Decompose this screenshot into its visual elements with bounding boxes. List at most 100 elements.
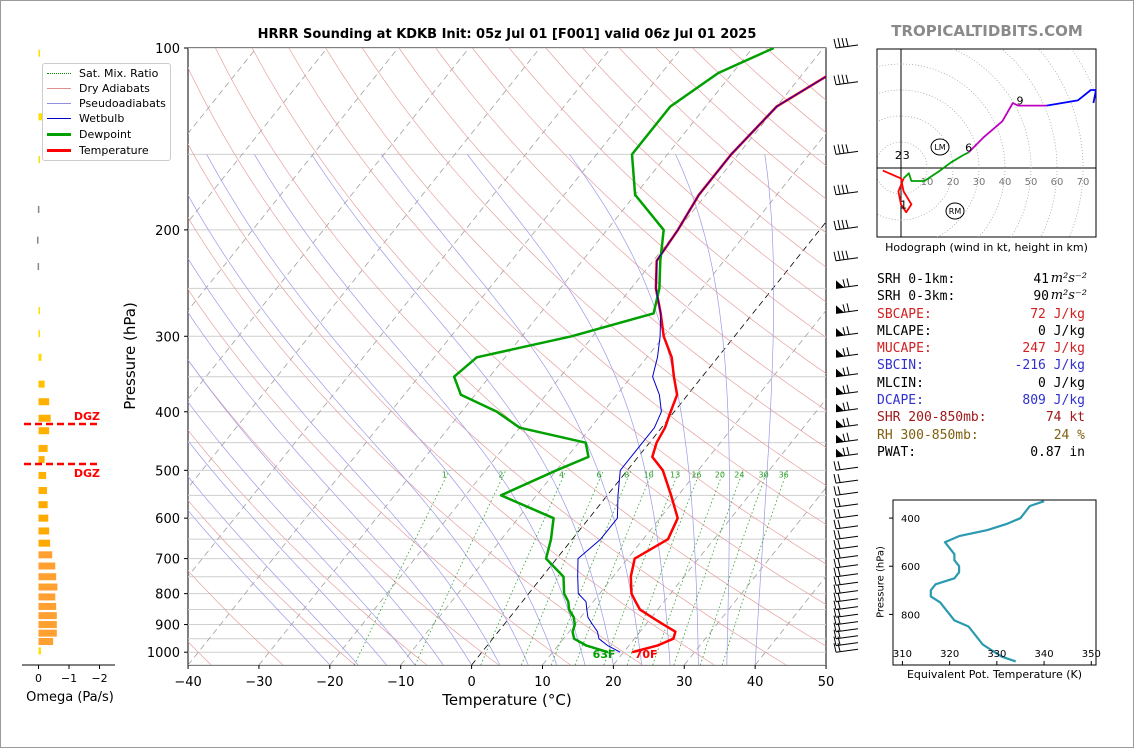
omega-bar [38,380,45,388]
y-tick-label: 300 [155,330,180,345]
wind-barb-shaft [835,525,859,530]
theta-e-x-tick-label: 350 [1082,649,1101,660]
wind-barb-pennant [836,419,844,428]
wind-barb-feather [833,622,837,632]
wind-barb-feather [837,567,841,576]
wind-barb [833,461,859,471]
dry-adiabat-line [288,48,826,565]
hodo-ring [877,141,928,195]
wind-barb-feather [833,497,837,508]
legend-label: Dry Adiabats [79,82,150,95]
index-unit: m²s⁻² [1050,271,1087,286]
wind-barb-pennant [836,280,844,289]
mixing-ratio-line [353,470,450,665]
mixing-ratio-label: 30 [759,471,769,480]
wind-barb-feather [833,473,837,484]
wind-barb-shaft [835,564,859,569]
index-value: 72 J/kg [1030,306,1085,322]
wind-barb-shaft [835,598,859,603]
dry-adiabat-line [251,48,826,605]
dry-adiabat-line [508,48,826,338]
legend-swatch [47,73,71,74]
wind-barb-feather [845,37,849,47]
wind-barb-feather [837,497,841,507]
wind-barb-feather [833,145,837,155]
omega-bar [38,621,57,629]
wind-barb-feather [845,250,849,259]
y-tick-label: 1000 [147,646,180,661]
omega-bar [37,263,40,271]
mixing-ratio-label: 6 [597,471,602,480]
hodo-ring [1001,49,1058,237]
hodo-ring-label: 20 [947,177,960,188]
wind-barb [833,497,859,508]
legend-label: Pseudoadiabats [79,97,166,110]
index-label: MUCAPE: [877,341,932,357]
omega-bar [38,156,41,164]
omega-bar [38,472,47,480]
omega-bar [38,49,41,57]
wind-barb-feather [842,418,846,427]
index-label: PWAT: [877,444,917,460]
surface-dewpoint-label: 63F [593,648,616,661]
storm-motion-label: RM [949,207,962,216]
wind-barb [833,629,859,640]
mixing-ratio-label: 16 [691,471,701,480]
theta-e-line [929,500,1045,663]
omega-bar [38,414,51,422]
wind-barb [833,486,859,496]
wind-barb-feather [833,558,837,568]
hodo-ring-label: 50 [1025,177,1038,188]
wind-barb-feather [833,38,837,49]
omega-bar [38,514,49,522]
wind-barb-feather [837,219,841,230]
theta-e-x-tick-label: 340 [1035,649,1054,660]
wind-barb [835,401,859,413]
x-tick-label: −30 [245,675,272,690]
isotherm-line [471,221,826,665]
wind-barb-shaft [835,491,859,496]
omega-bar [38,456,45,464]
isotherm-line [188,48,399,312]
mixing-ratio-label: 24 [734,471,744,480]
pseudoadiabat-line [188,440,387,665]
wind-barb-shaft [835,573,859,578]
wind-barb-shaft [835,503,859,508]
wind-barb [833,636,859,647]
legend-label: Wetbulb [79,112,125,125]
wind-barb-feather [833,486,837,496]
hodo-trace [902,151,970,182]
wind-barb-feather [833,576,837,586]
wind-barb [833,576,859,586]
y-tick-label: 600 [155,512,180,527]
wind-barb-pennant [836,448,844,457]
wind-barb-feather [837,250,841,260]
dry-adiabat-line [188,499,356,665]
y-tick-label: 500 [155,464,180,479]
theta-e-x-tick-label: 320 [940,649,959,660]
hodo-height-label: 1 [900,198,907,211]
wind-barb-feather [837,549,841,558]
wind-barb-feather [842,385,846,394]
pseudoadiabat-line [254,154,586,665]
wind-barb [833,250,859,262]
legend-label: Sat. Mix. Ratio [79,67,159,80]
wind-barb-feather [833,185,837,195]
hodo-height-label: 3 [903,149,910,162]
index-value: -216 J/kg [1014,358,1085,374]
pseudoadiabat-line [188,401,416,665]
omega-bar [38,637,54,645]
legend-swatch [47,133,71,136]
wind-barb-shaft [835,606,859,611]
index-row: DCAPE: 809 J/kg [877,393,1097,410]
legend-label: Dewpoint [79,128,132,141]
index-label: MLCAPE: [877,323,932,339]
wind-barb [833,584,859,595]
wind-barb-shaft [835,635,859,640]
wind-barb-feather [833,75,837,85]
mixing-ratio-line [626,470,701,665]
y-tick-label: 100 [155,42,180,57]
index-row: SBCAPE: 72 J/kg [877,307,1097,324]
hodo-ring [877,89,980,237]
wind-barb-shaft [835,466,859,471]
